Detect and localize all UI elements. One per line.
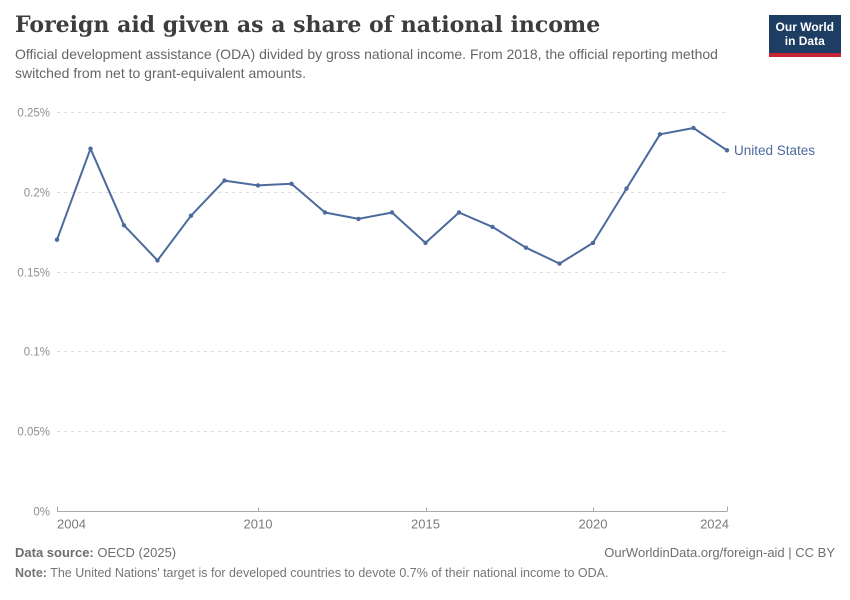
page-subtitle: Official development assistance (ODA) di… <box>15 46 718 81</box>
owid-logo-line2: in Data <box>784 34 825 49</box>
chart-footer: Data source: OECD (2025) OurWorldinData.… <box>15 545 835 580</box>
data-source-value: OECD (2025) <box>97 545 177 560</box>
data-point-marker[interactable] <box>88 146 93 151</box>
data-point-marker[interactable] <box>490 224 495 230</box>
line-chart: 0% 0.05% 0.1% 0.15% 0.2% 0.25% 2004 2010 2015 202… <box>17 108 815 532</box>
x-axis-tick-label: 2024 <box>700 517 729 532</box>
note-label: Note: <box>15 566 47 580</box>
y-axis-tick-label: 0.25% <box>17 108 50 120</box>
y-axis-tick-label: 0.1% <box>24 347 50 359</box>
y-axis-tick-label: 0.05% <box>17 427 50 439</box>
note-text: The United Nations' target is for develo… <box>50 566 609 580</box>
owid-logo[interactable]: Our World in Data <box>768 15 841 57</box>
line-chart-svg: 0% 0.05% 0.1% 0.15% 0.2% 0.25% 2004 2010 2015 202… <box>17 108 815 532</box>
data-point-marker[interactable] <box>389 210 395 215</box>
data-point-marker[interactable] <box>188 213 194 218</box>
series-entity-label[interactable]: United States <box>734 143 815 158</box>
y-axis-tick-label: 0.2% <box>24 188 50 200</box>
x-axis-tick-label: 2004 <box>57 517 86 532</box>
y-axis-tick-label: 0.15% <box>17 268 50 280</box>
data-point-marker[interactable] <box>155 258 160 263</box>
x-axis-tick-label: 2015 <box>411 517 440 532</box>
y-axis-tick-label: 0% <box>33 507 50 519</box>
owid-logo-line1: Our World <box>775 20 834 34</box>
data-point-marker[interactable] <box>255 183 261 188</box>
note-row: Note: The United Nations' target is for … <box>15 566 835 580</box>
data-source: Data source: OECD (2025) <box>15 545 176 560</box>
data-point-marker[interactable] <box>423 240 428 246</box>
data-point-marker[interactable] <box>523 245 529 250</box>
data-point-marker[interactable] <box>289 181 294 186</box>
data-point-marker[interactable] <box>624 186 629 191</box>
data-point-marker[interactable] <box>691 125 696 131</box>
data-point-marker[interactable] <box>121 223 127 228</box>
data-point-marker[interactable] <box>456 210 462 215</box>
page-title: Foreign aid given as a share of national… <box>15 12 601 38</box>
data-point-marker[interactable] <box>557 261 562 266</box>
data-point-marker[interactable] <box>54 237 60 242</box>
x-axis-tick-label: 2010 <box>244 517 273 532</box>
data-point-marker[interactable] <box>356 216 361 222</box>
data-point-marker[interactable] <box>222 178 227 183</box>
x-axis-tick-label: 2020 <box>579 517 608 532</box>
data-point-marker[interactable] <box>322 210 328 215</box>
data-source-label: Data source: <box>15 545 94 560</box>
data-point-marker[interactable] <box>590 240 596 246</box>
chart-header: Foreign aid given as a share of national… <box>15 12 755 82</box>
data-point-marker[interactable] <box>657 132 663 137</box>
credit-link[interactable]: OurWorldinData.org/foreign-aid | CC BY <box>604 545 835 560</box>
series-line[interactable] <box>56 127 728 265</box>
data-point-marker[interactable] <box>724 148 730 153</box>
